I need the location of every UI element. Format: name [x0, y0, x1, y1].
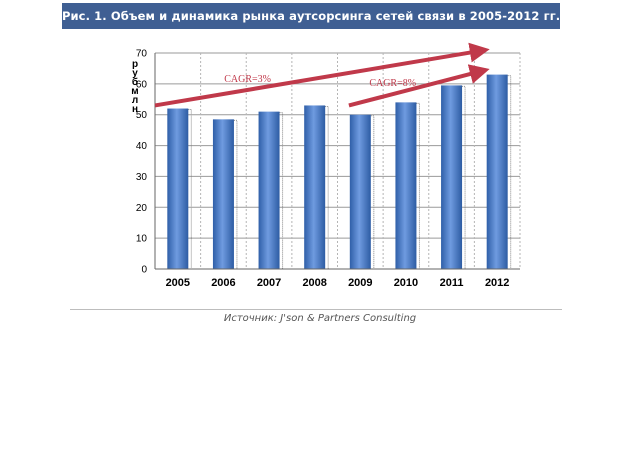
cagr-arrow [348, 64, 490, 108]
cagr-label: CAGR=8% [369, 78, 416, 89]
y-tick-label: 30 [136, 172, 148, 183]
cagr-label: CAGR=3% [224, 74, 271, 85]
chart-title: Рис. 1. Объем и динамика рынка аутсорсин… [62, 9, 560, 23]
y-tick-label: 70 [136, 49, 148, 60]
x-tick-label: 2005 [166, 277, 190, 289]
bar-chart: 0 10 20 30 40 50 60 70 2005 2006 2007 2008 2009 2010 2… [136, 42, 521, 289]
bar [441, 85, 463, 270]
y-tick-label: 40 [136, 141, 148, 152]
bar [212, 119, 234, 269]
bar [349, 114, 371, 269]
x-tick-label: 2006 [211, 277, 235, 289]
bar [167, 108, 189, 270]
x-tick-label: 2008 [302, 277, 326, 289]
divider-line [70, 309, 562, 310]
bar [486, 74, 508, 269]
y-tick-label: 20 [136, 203, 148, 214]
bar [304, 105, 326, 269]
x-tick-label: 2009 [348, 277, 372, 289]
y-axis-label: руб млн [131, 59, 139, 115]
y-tick-label: 60 [136, 79, 148, 90]
cagr-arrow [154, 42, 490, 108]
bar [395, 102, 417, 269]
x-tick-label: 2011 [440, 277, 464, 289]
source-note: Источник: J'son & Partners Consulting [223, 313, 417, 324]
y-tick-label: 50 [136, 110, 148, 121]
y-tick-label: 0 [141, 265, 147, 276]
y-tick-label: 10 [136, 234, 148, 245]
chart-title-banner: Рис. 1. Объем и динамика рынка аутсорсин… [62, 3, 560, 29]
x-tick-label: 2012 [485, 277, 509, 289]
x-tick-label: 2010 [394, 277, 418, 289]
bar [258, 111, 280, 269]
x-tick-label: 2007 [257, 277, 281, 289]
